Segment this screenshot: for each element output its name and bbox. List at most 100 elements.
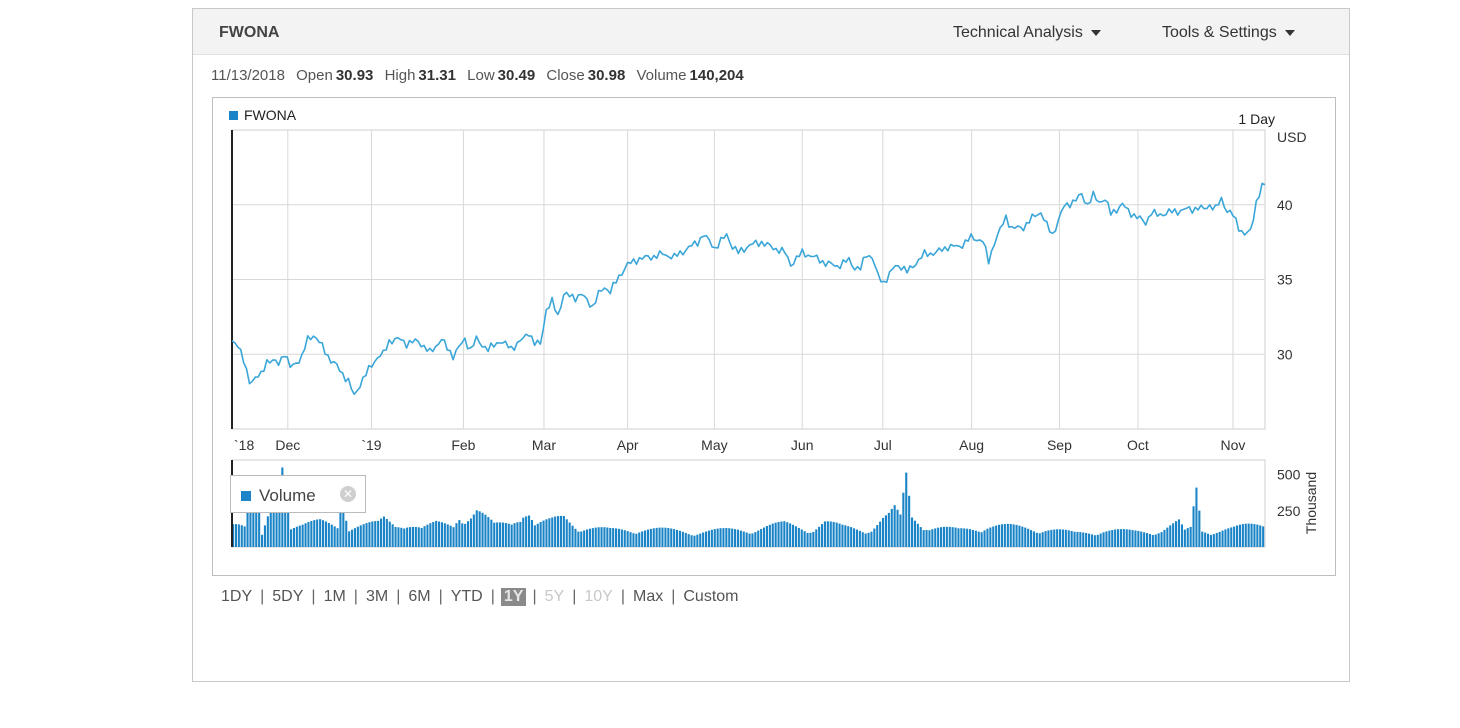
volume-bar — [594, 527, 597, 547]
volume-bar — [319, 519, 322, 547]
technical-analysis-menu[interactable]: Technical Analysis — [953, 24, 1101, 42]
volume-bar — [641, 531, 644, 547]
volume-bar — [705, 531, 708, 547]
volume-bar — [374, 521, 377, 547]
volume-bar — [559, 515, 562, 547]
volume-bar — [969, 529, 972, 547]
volume-bar — [844, 525, 847, 547]
volume-bar — [1102, 532, 1105, 547]
volume-bar — [443, 523, 446, 547]
period-1dy[interactable]: 1DY — [221, 588, 253, 605]
volume-bar — [632, 533, 635, 547]
volume-unit-label: Thousand — [1303, 472, 1319, 534]
volume-bar — [937, 527, 940, 547]
volume-bar — [371, 521, 374, 547]
volume-bar — [522, 517, 525, 547]
volume-bar — [1012, 524, 1015, 547]
close-value: 30.98 — [587, 67, 626, 84]
volume-bar — [533, 525, 536, 547]
price-line — [231, 182, 1266, 396]
volume-bar — [295, 526, 298, 547]
volume-bar — [240, 525, 243, 547]
volume-bar — [1027, 528, 1030, 547]
tools-settings-menu[interactable]: Tools & Settings — [1162, 24, 1295, 42]
volume-bar — [649, 528, 652, 547]
volume-bar — [316, 519, 319, 547]
close-icon[interactable]: ✕ — [340, 486, 356, 502]
volume-bar — [736, 529, 739, 547]
volume-bar — [591, 528, 594, 547]
volume-bar — [1018, 525, 1021, 547]
volume-bar — [977, 531, 980, 547]
period-6m[interactable]: 6M — [408, 588, 431, 605]
volume-bar — [1015, 524, 1018, 547]
volume-bar — [797, 527, 800, 547]
volume-bar — [298, 525, 301, 547]
volume-bar — [629, 532, 632, 547]
x-tick-label: Oct — [1127, 437, 1149, 453]
volume-bar — [580, 531, 583, 547]
volume-bar — [481, 512, 484, 547]
volume-label: Volume — [636, 67, 687, 84]
period-separator: | — [671, 588, 676, 605]
y-unit-label: USD — [1277, 129, 1307, 145]
period-1y[interactable]: 1Y — [500, 588, 527, 606]
price-volume-chart[interactable]: 30 35 40 `18 Dec `19 Feb Mar Apr May Jun Jul Aug Sep O… — [213, 98, 1335, 575]
volume-bar — [269, 506, 272, 547]
volume-bar — [1064, 529, 1067, 547]
volume-bar — [301, 524, 304, 547]
volume-bar — [664, 527, 667, 547]
volume-bar — [290, 529, 293, 547]
y-tick-label: 40 — [1277, 197, 1293, 213]
volume-bar — [467, 521, 470, 547]
volume-bar — [893, 505, 896, 547]
period-max[interactable]: Max — [632, 588, 664, 605]
volume-bar — [394, 527, 397, 547]
volume-bar — [1117, 529, 1120, 547]
volume-bar — [1180, 524, 1183, 547]
volume-bar — [1241, 524, 1244, 547]
volume-bar — [1163, 529, 1166, 547]
volume-bar — [911, 517, 914, 547]
open-value: 30.93 — [335, 67, 374, 84]
volume-legend-label: Volume — [259, 486, 316, 505]
volume-bar — [861, 532, 864, 547]
volume-bar — [336, 528, 339, 547]
volume-bar — [655, 527, 658, 547]
volume-bar — [995, 525, 998, 547]
volume-bar — [728, 528, 731, 547]
y-tick-label: 35 — [1277, 272, 1293, 288]
volume-bar — [440, 522, 443, 547]
volume-bar — [670, 528, 673, 547]
x-tick-label: Feb — [451, 437, 475, 453]
volume-bar — [966, 528, 969, 547]
volume-bar — [609, 528, 612, 547]
volume-bar — [1230, 527, 1233, 547]
period-ytd[interactable]: YTD — [450, 588, 483, 605]
y-tick-label: 30 — [1277, 346, 1293, 362]
volume-bar — [603, 527, 606, 547]
volume-bar — [438, 521, 441, 547]
period-separator: | — [353, 588, 358, 605]
volume-bar — [1088, 533, 1091, 547]
period-custom[interactable]: Custom — [683, 588, 739, 605]
volume-bar — [1093, 535, 1096, 547]
volume-bar — [411, 526, 414, 547]
volume-bar — [638, 532, 641, 547]
period-1m[interactable]: 1M — [323, 588, 346, 605]
chart-area[interactable]: 30 35 40 `18 Dec `19 Feb Mar Apr May Jun Jul Aug Sep O… — [212, 97, 1336, 576]
volume-bar — [484, 514, 487, 547]
volume-bar — [635, 533, 638, 547]
volume-bar — [919, 527, 922, 547]
period-5dy[interactable]: 5DY — [272, 588, 304, 605]
volume-bar — [841, 524, 844, 547]
volume-bar — [928, 530, 931, 547]
volume-bar — [542, 520, 545, 547]
volume-bar — [232, 524, 235, 547]
volume-bar — [882, 518, 885, 547]
volume-bar — [1169, 525, 1172, 547]
volume-legend[interactable]: Volume ✕ — [230, 475, 366, 513]
period-3m[interactable]: 3M — [365, 588, 389, 605]
volume-bar — [800, 529, 803, 547]
volume-bar — [644, 530, 647, 547]
